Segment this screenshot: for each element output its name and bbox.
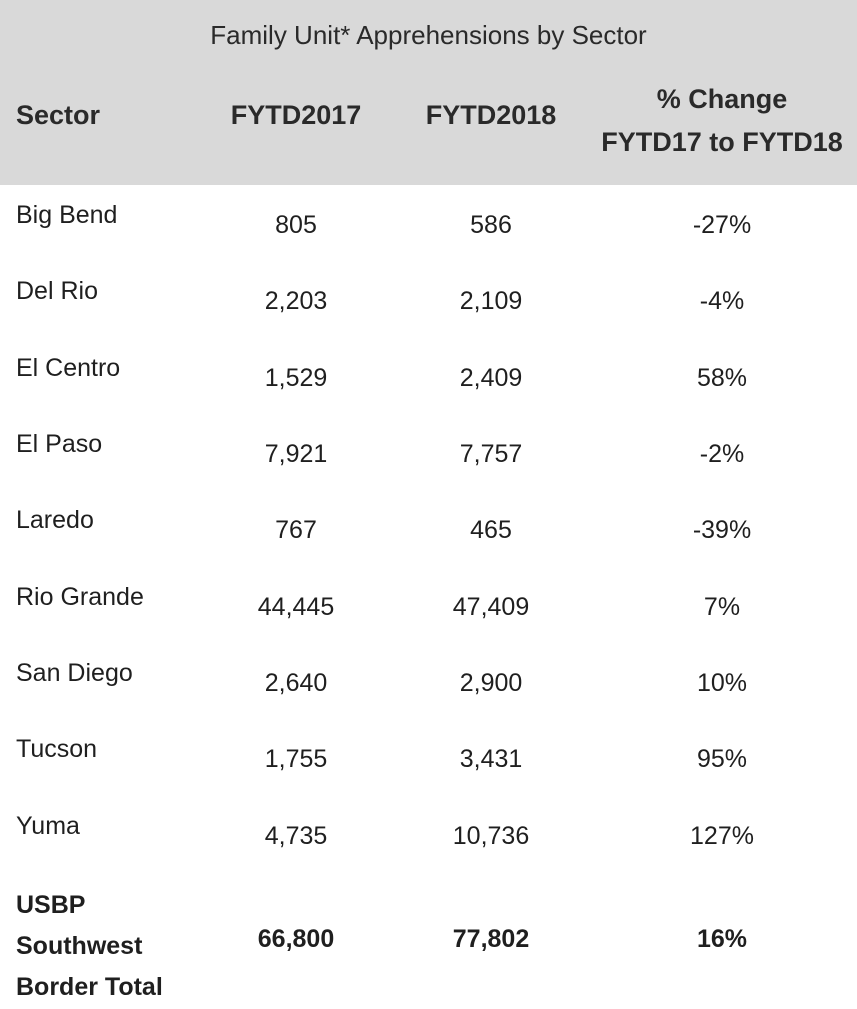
cell-fytd2018: 2,109: [459, 287, 523, 315]
cell-fytd2017: 767: [275, 516, 317, 544]
cell-change: -27%: [692, 211, 752, 239]
cell-fytd2018: 7,757: [459, 440, 523, 468]
total-label-line1: USBP: [16, 891, 86, 919]
cell-change: 58%: [696, 364, 748, 392]
header-fytd2017: FYTD2017: [230, 100, 362, 130]
total-label-line3: Border Total: [16, 973, 163, 1001]
cell-fytd2018: 2,409: [459, 364, 523, 392]
cell-fytd2018: 3,431: [459, 745, 523, 773]
total-label-line2: Southwest: [16, 932, 143, 960]
header-change-line2: FYTD17 to FYTD18: [601, 127, 843, 157]
table-caption: Family Unit* Apprehensions by Sector: [210, 20, 647, 50]
cell-fytd2018: 2,900: [459, 669, 523, 697]
cell-change: 95%: [696, 745, 748, 773]
cell-fytd2017: 1,755: [264, 745, 328, 773]
cell-fytd2017: 1,529: [264, 364, 328, 392]
cell-fytd2017: 2,203: [264, 287, 328, 315]
table-row: Rio Grande 44,445 47,409 7%: [0, 567, 857, 643]
cell-sector: San Diego: [16, 659, 133, 687]
table-row: El Paso 7,921 7,757 -2%: [0, 414, 857, 490]
cell-fytd2017: 2,640: [264, 669, 328, 697]
cell-change: -4%: [699, 287, 745, 315]
total-row: USBP Southwest Border Total 66,800 77,80…: [0, 885, 857, 1009]
table-row: Big Bend 805 586 -27%: [0, 185, 857, 261]
cell-fytd2017: 805: [275, 211, 317, 239]
cell-sector: El Paso: [16, 430, 103, 458]
header-percent-change: % Change FYTD17 to FYTD18: [592, 78, 852, 164]
cell-fytd2017: 44,445: [257, 593, 335, 621]
table-row: San Diego 2,640 2,900 10%: [0, 643, 857, 719]
table-row: Tucson 1,755 3,431 95%: [0, 719, 857, 795]
table-header: Family Unit* Apprehensions by Sector Sec…: [0, 0, 857, 185]
cell-change: -39%: [692, 516, 752, 544]
cell-change: 7%: [703, 593, 741, 621]
total-fytd2017: 66,800: [257, 925, 335, 953]
total-change: 16%: [696, 925, 748, 953]
cell-fytd2017: 4,735: [264, 822, 328, 850]
cell-sector: Rio Grande: [16, 583, 144, 611]
table-row: Laredo 767 465 -39%: [0, 490, 857, 566]
cell-sector: El Centro: [16, 354, 121, 382]
table-row: Del Rio 2,203 2,109 -4%: [0, 261, 857, 337]
table-row: Yuma 4,735 10,736 127%: [0, 796, 857, 872]
cell-fytd2017: 7,921: [264, 440, 328, 468]
total-label: USBP Southwest Border Total: [16, 885, 196, 1008]
cell-change: 10%: [696, 669, 748, 697]
cell-fytd2018: 586: [470, 211, 512, 239]
cell-sector: Del Rio: [16, 277, 98, 305]
cell-change: -2%: [699, 440, 745, 468]
header-fytd2018: FYTD2018: [425, 100, 557, 130]
cell-fytd2018: 465: [470, 516, 512, 544]
header-sector: Sector: [16, 100, 101, 130]
cell-sector: Yuma: [16, 812, 80, 840]
table-row: El Centro 1,529 2,409 58%: [0, 338, 857, 414]
cell-sector: Laredo: [16, 506, 94, 534]
header-change-line1: % Change: [656, 84, 788, 114]
cell-fytd2018: 10,736: [452, 822, 530, 850]
cell-sector: Tucson: [16, 735, 98, 763]
cell-fytd2018: 47,409: [452, 593, 530, 621]
cell-sector: Big Bend: [16, 201, 118, 229]
cell-change: 127%: [690, 822, 754, 850]
total-fytd2018: 77,802: [452, 925, 530, 953]
